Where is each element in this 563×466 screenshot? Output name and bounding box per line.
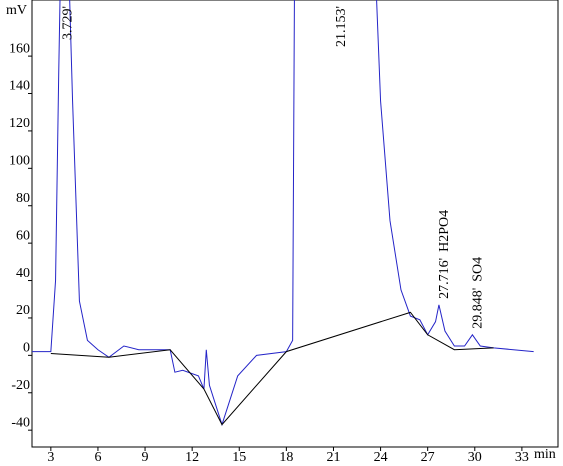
x-tick-label: 3 bbox=[47, 450, 54, 465]
y-tick-label: 120 bbox=[9, 116, 30, 131]
y-tick-label: 80 bbox=[16, 191, 30, 206]
x-tick-label: 27 bbox=[421, 450, 435, 465]
y-tick-label: 160 bbox=[9, 41, 30, 56]
peak-time: 27.716' bbox=[437, 258, 452, 299]
peak-label: 27.716' H2PO4 bbox=[437, 210, 452, 299]
y-axis-label: mV bbox=[6, 3, 27, 18]
y-tick-label: -20 bbox=[11, 378, 30, 393]
peak-label: 3.729' bbox=[60, 6, 75, 40]
x-tick-label: 9 bbox=[142, 450, 149, 465]
peak-label: 29.848' SO4 bbox=[470, 257, 485, 329]
plot-frame bbox=[31, 0, 559, 448]
trace-line bbox=[32, 0, 534, 427]
x-axis-label: min bbox=[534, 447, 556, 462]
x-tick-label: 24 bbox=[374, 450, 388, 465]
x-tick-label: 12 bbox=[185, 450, 199, 465]
y-tick-label: 40 bbox=[16, 266, 30, 281]
peak-name: SO4 bbox=[470, 257, 485, 282]
x-tick-label: 6 bbox=[94, 450, 101, 465]
y-tick-label: 20 bbox=[16, 303, 30, 318]
x-tick-label: 15 bbox=[232, 450, 246, 465]
y-tick-label: 100 bbox=[9, 154, 30, 169]
peak-name: H2PO4 bbox=[437, 210, 452, 252]
x-tick-label: 30 bbox=[468, 450, 482, 465]
plot-area bbox=[32, 0, 534, 427]
x-tick-label: 21 bbox=[326, 450, 340, 465]
y-tick-label: 140 bbox=[9, 79, 30, 94]
peak-time: 3.729' bbox=[60, 6, 75, 40]
y-tick-label: -40 bbox=[11, 415, 30, 430]
trace-line bbox=[50, 311, 494, 426]
y-tick-label: 0 bbox=[23, 341, 30, 356]
peak-time: 21.153' bbox=[334, 6, 349, 47]
peak-label: 21.153' bbox=[334, 6, 349, 47]
x-tick-label: 18 bbox=[279, 450, 293, 465]
x-tick-label: 33 bbox=[515, 450, 529, 465]
y-tick-label: 60 bbox=[16, 228, 30, 243]
peak-time: 29.848' bbox=[470, 288, 485, 329]
